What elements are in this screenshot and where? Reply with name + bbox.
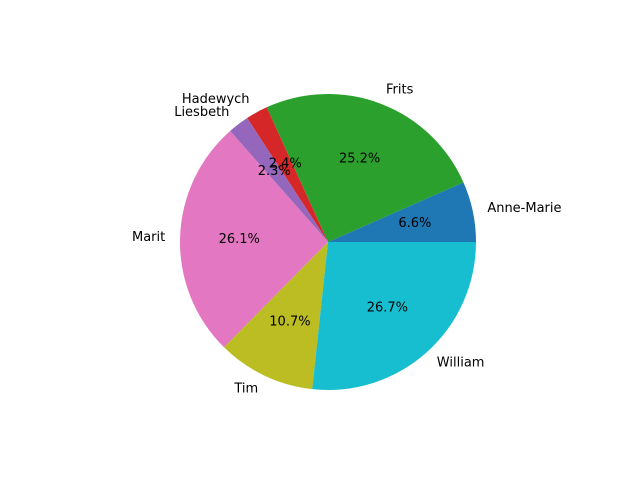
slice-label-tim: Tim	[233, 382, 258, 397]
slice-label-marit: Marit	[132, 230, 165, 245]
slice-pct-liesbeth: 2.3%	[258, 164, 291, 179]
pie-slices	[179, 94, 476, 391]
pie-slice-frits	[266, 94, 464, 242]
slice-pct-hadewych: 2.4%	[269, 157, 302, 172]
pie-labels: Anne-Marie 6.6% Frits 25.2% Hadewych 2.4% Lies…	[132, 82, 562, 396]
pie-slice-tim	[224, 242, 328, 390]
slice-label-william: William	[437, 356, 485, 371]
pie-slice-william	[312, 242, 476, 391]
slice-label-anne-marie: Anne-Marie	[487, 201, 561, 216]
slice-pct-tim: 10.7%	[269, 315, 310, 330]
slice-label-liesbeth: Liesbeth	[174, 105, 229, 120]
slice-pct-frits: 25.2%	[339, 152, 380, 167]
slice-label-hadewych: Hadewych	[182, 92, 250, 107]
pie-slice-liesbeth	[230, 118, 328, 242]
pie-slice-hadewych	[247, 107, 328, 242]
pie-slice-anne-marie	[328, 182, 476, 242]
slice-label-frits: Frits	[386, 82, 414, 97]
slice-pct-william: 26.7%	[367, 301, 408, 316]
pie-slice-marit	[179, 130, 328, 348]
slice-pct-anne-marie: 6.6%	[398, 216, 431, 231]
slice-pct-marit: 26.1%	[219, 232, 260, 247]
